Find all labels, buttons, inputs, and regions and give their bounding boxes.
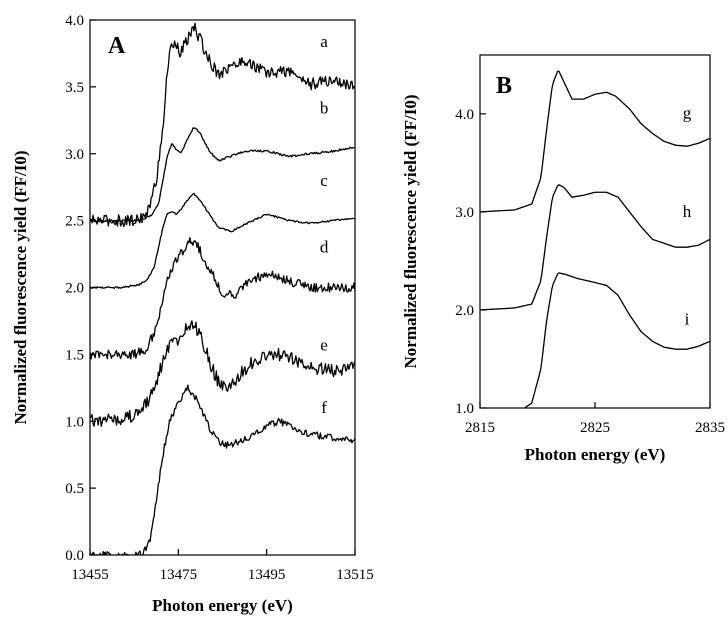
series-label-c: c [320, 171, 328, 190]
x-tick-label: 13495 [248, 567, 286, 583]
series-label-d: d [320, 238, 329, 257]
panel-a: 0.0 0.5 1.0 1.5 2.0 2.5 3.0 3.5 4.0 13455 13475 134… [11, 13, 374, 615]
y-tick-label: 4.0 [455, 107, 474, 123]
x-tick-label: 13475 [160, 567, 198, 583]
series-line-b [90, 127, 355, 223]
y-tick-label: 2.0 [455, 303, 474, 319]
y-tick-label: 3.5 [65, 80, 84, 96]
series-label-g: g [683, 104, 692, 123]
y-axis-title: Normalized fluorescence yield (FF/I0) [11, 151, 30, 425]
y-tick-label: 0.0 [65, 548, 84, 564]
x-axis-title: Photon energy (eV) [525, 445, 666, 464]
series-line-g [480, 70, 710, 213]
series-line-a [90, 22, 355, 228]
y-tick-label: 2.5 [65, 214, 84, 230]
y-tick-label: 1.5 [65, 347, 84, 363]
series-label-i: i [685, 310, 690, 329]
series-line-e [90, 320, 355, 427]
x-tick-label: 2815 [465, 420, 495, 436]
y-tick-label: 1.0 [455, 401, 474, 417]
y-tick-label: 3.0 [455, 205, 474, 221]
panel-label: B [496, 73, 512, 99]
panel-label: A [108, 33, 126, 59]
y-tick-label: 2.0 [65, 281, 84, 297]
panel-b: 1.0 2.0 3.0 4.0 2815 2825 2835 Photon energy (e… [401, 54, 725, 464]
x-axis-title: Photon energy (eV) [152, 596, 293, 615]
series-line-f [90, 384, 355, 555]
y-axis-title: Normalized fluorescence yield (FF/I0) [401, 95, 420, 369]
series-line-h [480, 184, 710, 311]
series-line-c [90, 192, 355, 289]
x-tick-label: 2825 [580, 420, 610, 436]
series-label-e: e [320, 335, 328, 354]
plot-frame-b [479, 54, 711, 409]
y-tick-label: 0.5 [65, 481, 84, 497]
x-tick-label: 13515 [336, 567, 374, 583]
x-tick-label: 13455 [71, 567, 109, 583]
y-tick-label: 3.0 [65, 147, 84, 163]
y-tick-label: 1.0 [65, 414, 84, 430]
series-label-a: a [320, 32, 328, 51]
series-line-d [90, 237, 355, 360]
series-label-h: h [683, 202, 692, 221]
series-line-i [523, 272, 710, 408]
series-label-b: b [320, 99, 329, 118]
y-tick-label: 4.0 [65, 13, 84, 29]
x-tick-label: 2835 [695, 420, 725, 436]
series-label-f: f [321, 398, 327, 417]
